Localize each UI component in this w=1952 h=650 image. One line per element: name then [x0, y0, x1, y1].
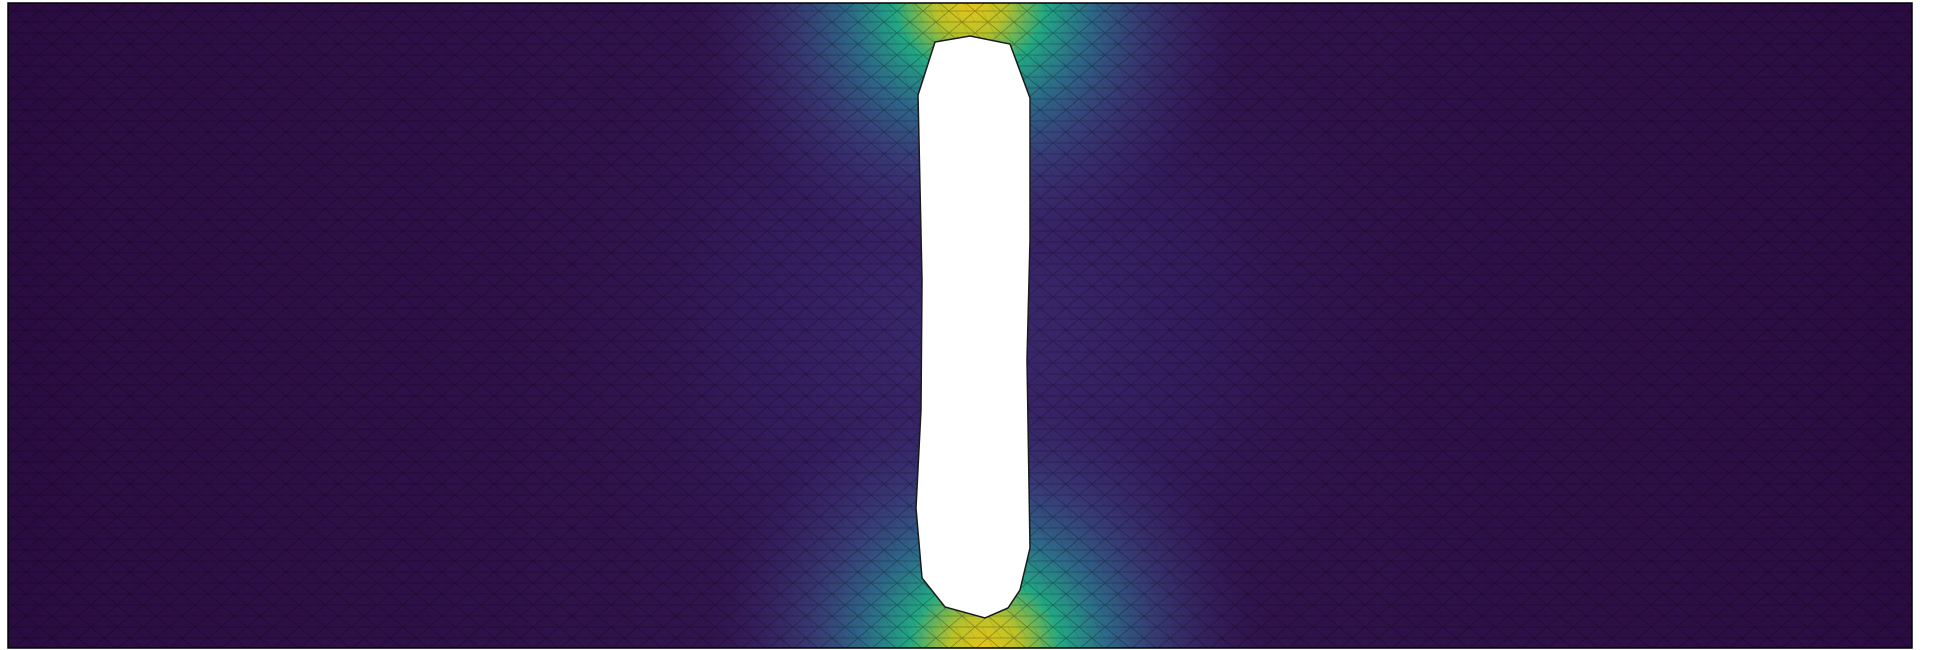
hole-cutout — [915, 35, 1031, 619]
plate-boundary — [7, 2, 1913, 649]
